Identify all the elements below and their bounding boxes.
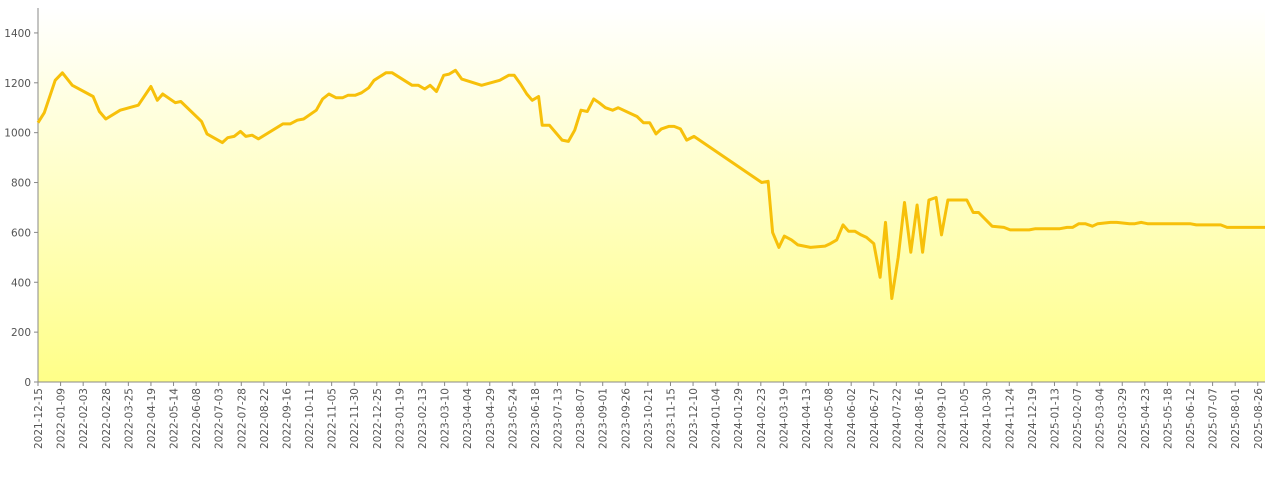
x-tick-label: 2022-09-16 [281,388,293,449]
x-tick-label: 2025-01-13 [1049,388,1061,449]
x-tick-label: 2024-05-08 [824,388,836,449]
data-line [36,68,1265,300]
plot-background [38,8,1265,382]
x-tick-label: 2025-02-07 [1072,388,1084,449]
x-tick-label: 2024-01-04 [711,388,723,449]
x-tick-label: 2023-10-21 [643,388,655,449]
x-tick-label: 2023-04-04 [462,388,474,449]
x-tick-label: 2024-09-10 [937,388,949,449]
x-tick-label: 2022-06-08 [191,388,203,449]
x-tick-label: 2025-03-04 [1095,388,1107,449]
x-tick-label: 2024-03-19 [778,388,790,449]
x-tick-label: 2022-01-09 [56,388,68,449]
x-tick-label: 2022-07-03 [214,388,226,449]
x-tick-label: 2023-05-24 [507,388,519,449]
x-tick-label: 2023-09-01 [598,388,610,449]
y-tick-label: 1400 [4,28,31,40]
x-tick-label: 2023-01-19 [394,388,406,449]
x-tick-label: 2022-12-25 [372,388,384,449]
x-tick-label: 2023-06-18 [530,388,542,449]
x-tick-label: 2024-12-19 [1027,388,1039,449]
x-tick-label: 2022-10-11 [304,388,316,449]
x-tick-label: 2023-07-13 [553,388,565,449]
x-tick-label: 2023-11-15 [665,388,677,449]
x-tick-label: 2022-03-25 [123,388,135,449]
x-tick-label: 2024-11-24 [1004,388,1016,449]
y-tick-label: 0 [24,377,31,389]
y-tick-label: 600 [11,227,31,239]
y-tick-label: 1200 [4,78,31,90]
x-tick-label: 2025-05-18 [1162,388,1174,449]
x-tick-label: 2025-08-01 [1230,388,1242,449]
x-tick-label: 2022-11-05 [327,388,339,449]
x-tick-label: 2025-08-26 [1253,388,1265,449]
x-tick-label: 2022-04-19 [146,388,158,449]
x-tick-label: 2022-02-28 [101,388,113,449]
x-tick-label: 2023-09-26 [620,388,632,449]
y-tick-label: 1000 [4,128,31,140]
x-tick-label: 2023-03-10 [440,388,452,449]
x-tick-label: 2024-01-29 [733,388,745,449]
x-tick-label: 2022-11-30 [349,388,361,449]
x-tick-label: 2024-10-30 [982,388,994,449]
x-tick-label: 2022-07-28 [236,388,248,449]
x-tick-label: 2024-07-22 [891,388,903,449]
x-tick-label: 2023-02-13 [417,388,429,449]
y-tick-label: 200 [11,327,31,339]
x-tick-label: 2024-04-13 [801,388,813,449]
y-tick-label: 400 [11,277,31,289]
x-tick-label: 2024-02-23 [756,388,768,449]
x-tick-label: 2025-06-12 [1185,388,1197,449]
x-tick-label: 2024-10-05 [959,388,971,449]
x-tick-label: 2022-08-22 [259,388,271,449]
x-tick-label: 2022-02-03 [78,388,90,449]
x-tick-label: 2022-05-14 [169,388,181,449]
x-tick-label: 2025-07-07 [1208,388,1220,449]
y-tick-label: 800 [11,178,31,190]
x-tick-label: 2024-06-02 [846,388,858,449]
x-tick-label: 2021-12-15 [33,388,45,449]
x-tick-label: 2024-06-27 [869,388,881,449]
x-tick-label: 2025-04-23 [1140,388,1152,449]
x-tick-label: 2024-08-16 [914,388,926,449]
x-tick-label: 2025-03-29 [1117,388,1129,449]
x-tick-label: 2023-04-29 [485,388,497,449]
x-tick-label: 2023-08-07 [575,388,587,449]
x-tick-label: 2023-12-10 [688,388,700,449]
